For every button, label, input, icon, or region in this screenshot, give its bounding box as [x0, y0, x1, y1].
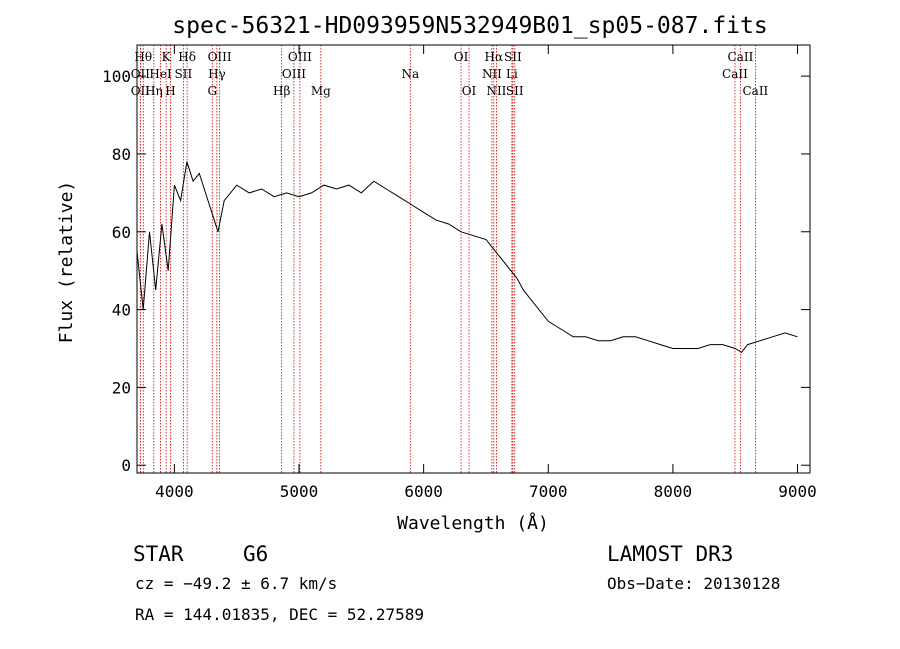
x-tick-label: 6000: [404, 482, 443, 501]
spectral-line-label: H: [165, 84, 175, 98]
spectral-line-label: SII: [504, 50, 522, 64]
spectral-line-label: SII: [506, 84, 524, 98]
spectral-line-label: K: [162, 50, 172, 64]
x-tick-label: 8000: [654, 482, 693, 501]
x-tick-label: 7000: [529, 482, 568, 501]
spectral-line-markers: [139, 45, 756, 473]
object-class: STAR: [133, 542, 184, 566]
spectral-line-label: Mg: [311, 84, 331, 98]
spectral-line-label: OII: [131, 84, 151, 98]
x-tick-label: 5000: [280, 482, 319, 501]
survey-name: LAMOST DR3: [607, 542, 733, 566]
x-axis-ticks: 4000 5000 6000 7000 8000 9000: [155, 45, 817, 501]
spectral-line-label: SII: [175, 67, 193, 81]
spectral-line-label: CaII: [722, 67, 748, 81]
spectral-line-label: OI: [462, 84, 477, 98]
plot-frame: [136, 44, 811, 474]
y-tick-label: 0: [121, 456, 131, 475]
y-axis-label: Flux (relative): [56, 181, 77, 344]
x-axis-label: Wavelength (Å): [397, 512, 549, 534]
sky-coordinates: RA = 144.01835, DEC = 52.27589: [135, 605, 424, 624]
spectral-line-label: Hθ: [134, 50, 152, 64]
x-tick-label: 4000: [155, 482, 194, 501]
spectral-line-label: Li: [506, 67, 518, 81]
y-tick-label: 40: [112, 301, 131, 320]
y-tick-label: 20: [112, 378, 131, 397]
spectral-line-label: HeI: [149, 67, 172, 81]
spectral-line-label: OIII: [282, 67, 306, 81]
spectral-line-label: OI: [454, 50, 469, 64]
y-tick-label: 60: [112, 223, 131, 242]
y-tick-label: 80: [112, 145, 131, 164]
object-subclass: G6: [243, 542, 268, 566]
spectral-line-label: Hη: [145, 84, 163, 98]
spectral-line-label: OIII: [288, 50, 312, 64]
spectral-line-label: OII: [131, 67, 151, 81]
spectral-line-label: NII: [482, 67, 502, 81]
redshift-cz: cz = −49.2 ± 6.7 km/s: [135, 574, 337, 593]
y-axis-ticks: 0 20 40 60 80 100: [102, 67, 810, 475]
chart-title: spec-56321-HD093959N532949B01_sp05-087.f…: [172, 13, 767, 39]
y-tick-label: 100: [102, 67, 131, 86]
spectrum-line: [136, 161, 798, 354]
spectral-line-label: Hα: [485, 50, 504, 64]
spectral-line-label: G: [207, 84, 217, 98]
spectral-line-label: NII: [486, 84, 506, 98]
x-tick-label: 9000: [778, 482, 817, 501]
spectral-line-label: OIII: [208, 50, 232, 64]
spectral-line-label: CaII: [728, 50, 754, 64]
spectral-line-label: CaII: [742, 84, 768, 98]
observation-date: Obs−Date: 20130128: [607, 574, 780, 593]
spectral-line-label: Hβ: [273, 84, 290, 98]
spectral-line-label: Hδ: [178, 50, 196, 64]
spectral-line-label: Hγ: [208, 67, 226, 81]
spectral-line-label: Na: [401, 67, 419, 81]
